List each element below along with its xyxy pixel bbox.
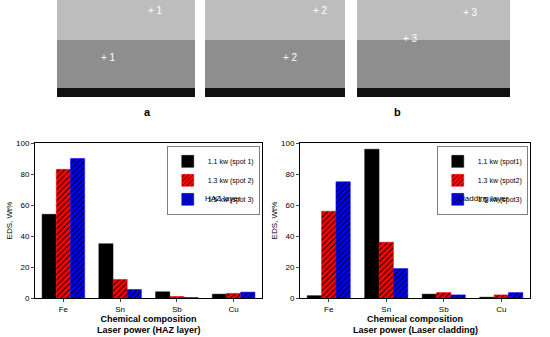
svg-text:60: 60 [285,201,294,210]
svg-text:80: 80 [20,170,29,179]
svg-text:EDS, Wt%: EDS, Wt% [270,202,279,240]
svg-text:Chemical composition: Chemical composition [367,314,463,324]
svg-text:Sn: Sn [115,305,125,314]
svg-text:Cu: Cu [496,305,506,314]
svg-text:Fe: Fe [324,305,334,314]
svg-text:20: 20 [285,263,294,272]
svg-text:+ 3: + 3 [403,33,418,44]
svg-text:0: 0 [25,294,30,303]
svg-text:40: 40 [20,232,29,241]
svg-text:Sb: Sb [439,305,449,314]
svg-text:1.5 kw (spot3): 1.5 kw (spot3) [478,196,522,204]
svg-text:+ 1: + 1 [101,52,116,63]
svg-text:Sn: Sn [381,305,391,314]
svg-text:Laser power (HAZ layer): Laser power (HAZ layer) [97,325,201,335]
svg-text:0: 0 [290,294,295,303]
svg-text:b: b [394,106,401,118]
svg-text:1.5 kw (spot 3): 1.5 kw (spot 3) [208,196,254,204]
svg-text:60: 60 [20,201,29,210]
svg-text:100: 100 [281,139,295,148]
svg-text:1.3 kw (spot 2): 1.3 kw (spot 2) [208,177,254,185]
svg-text:Cu: Cu [229,305,239,314]
svg-text:+ 1: + 1 [148,5,163,16]
svg-text:+ 3: + 3 [463,7,478,18]
svg-text:Chemical composition: Chemical composition [100,314,196,324]
svg-text:100: 100 [16,139,30,148]
svg-text:40: 40 [285,232,294,241]
svg-text:HAZ layer: HAZ layer [205,194,241,203]
svg-text:1.3 kw (spot2): 1.3 kw (spot2) [478,177,522,185]
svg-text:80: 80 [285,170,294,179]
svg-text:EDS, Wt%: EDS, Wt% [5,202,14,240]
svg-text:+ 2: + 2 [313,5,328,16]
svg-text:cladding layer: cladding layer [459,194,509,203]
svg-text:Laser power (Laser cladding): Laser power (Laser cladding) [353,325,478,335]
svg-text:20: 20 [20,263,29,272]
svg-text:1.1 kw (spot 1): 1.1 kw (spot 1) [208,158,254,166]
svg-text:Sb: Sb [172,305,182,314]
svg-text:a: a [144,106,151,118]
svg-text:1.1 kw (spot1): 1.1 kw (spot1) [478,158,522,166]
svg-text:Fe: Fe [59,305,69,314]
svg-text:+ 2: + 2 [283,52,298,63]
